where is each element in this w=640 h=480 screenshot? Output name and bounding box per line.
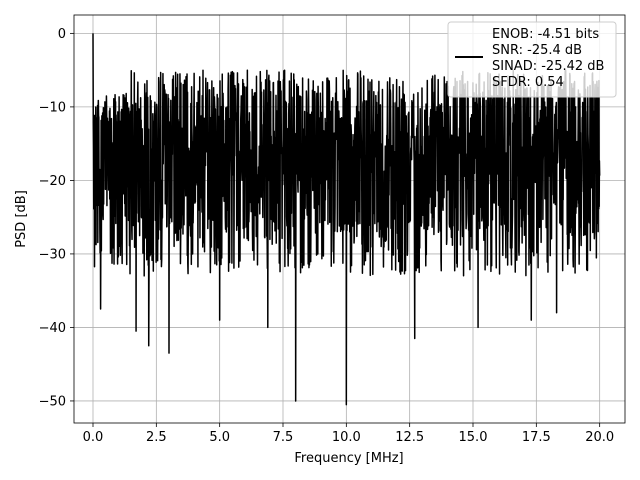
- legend-enob: ENOB: -4.51 bits: [492, 27, 599, 42]
- y-tick-label: −50: [39, 394, 66, 409]
- x-tick-label: 17.5: [522, 430, 551, 445]
- axes-frame: [73, 14, 626, 424]
- x-tick-label: 15.0: [459, 430, 488, 445]
- legend-box: [447, 21, 617, 98]
- x-axis-label: Frequency [MHz]: [294, 451, 403, 466]
- x-tick-label: 2.5: [146, 430, 167, 445]
- y-tick-label: −10: [39, 100, 66, 115]
- legend-sinad: SINAD: -25.42 dB: [492, 59, 604, 74]
- x-tick-label: 20.0: [585, 430, 614, 445]
- x-axis-ticks: 0.0 2.5 5.0 7.5 10.0 12.5 15.0 17.5 20.0: [83, 423, 614, 445]
- y-tick-label: −40: [39, 321, 66, 336]
- y-tick-label: −20: [39, 174, 66, 189]
- legend-sfdr: SFDR: 0.54: [492, 75, 564, 90]
- y-tick-label: −30: [39, 247, 66, 262]
- psd-series-line: [92, 33, 601, 406]
- y-axis-label: PSD [dB]: [14, 190, 29, 248]
- psd-line: [92, 33, 601, 406]
- y-axis-ticks: 0 −10 −20 −30 −40 −50: [39, 27, 74, 409]
- x-tick-label: 7.5: [273, 430, 294, 445]
- legend: ENOB: -4.51 bits SNR: -25.4 dB SINAD: -2…: [447, 21, 617, 98]
- plot-frame: [73, 14, 626, 424]
- legend-snr: SNR: -25.4 dB: [492, 43, 582, 58]
- x-tick-label: 5.0: [209, 430, 230, 445]
- y-tick-label: 0: [58, 27, 66, 42]
- x-tick-label: 0.0: [83, 430, 104, 445]
- x-tick-label: 12.5: [395, 430, 424, 445]
- x-tick-label: 10.0: [332, 430, 361, 445]
